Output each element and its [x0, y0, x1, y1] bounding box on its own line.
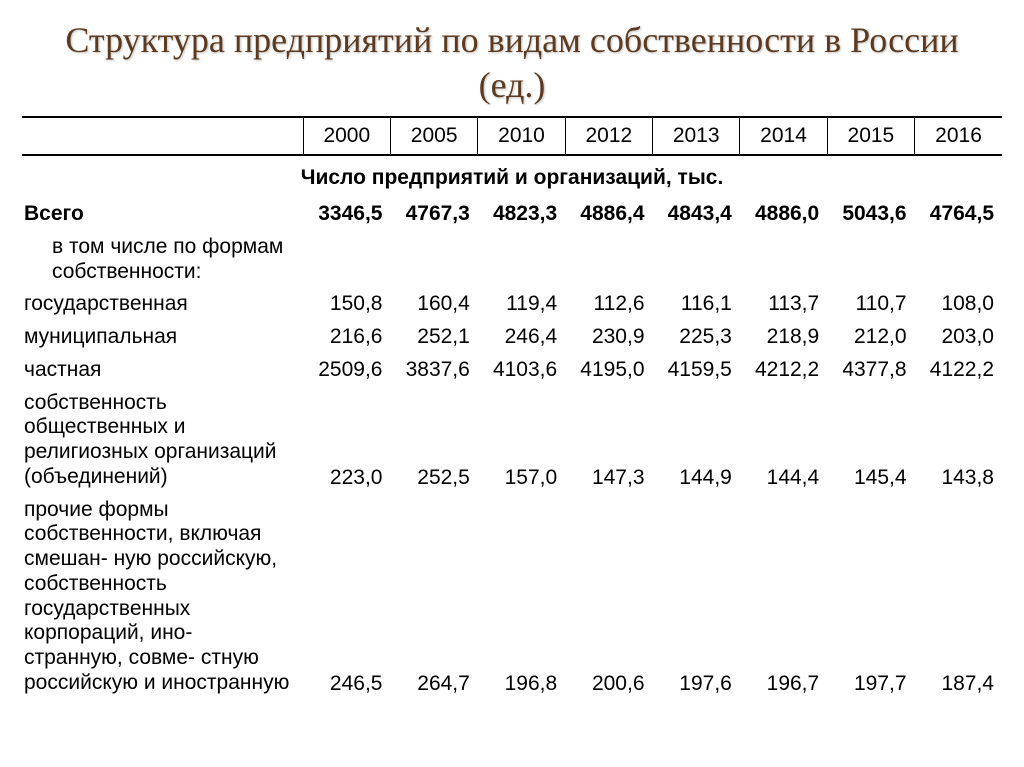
cell: 4823,3 — [478, 198, 565, 231]
cell: 4886,0 — [740, 198, 827, 231]
table-row: Всего 3346,5 4767,3 4823,3 4886,4 4843,4… — [22, 198, 1002, 231]
table-row: собственность общественных и религиозных… — [22, 387, 1002, 494]
cell: 4886,4 — [565, 198, 652, 231]
year-header: 2013 — [653, 117, 740, 155]
row-label: муниципальная — [22, 321, 303, 354]
header-blank — [22, 117, 303, 155]
cell: 246,4 — [478, 321, 565, 354]
cell: 216,6 — [303, 321, 390, 354]
cell: 119,4 — [478, 288, 565, 321]
year-header-row: 2000 2005 2010 2012 2013 2014 2015 2016 — [22, 117, 1002, 155]
cell: 160,4 — [390, 288, 477, 321]
table-row: частная 2509,6 3837,6 4103,6 4195,0 4159… — [22, 354, 1002, 387]
cell: 264,7 — [390, 494, 477, 700]
cell: 225,3 — [653, 321, 740, 354]
cell: 4767,3 — [390, 198, 477, 231]
cell: 230,9 — [565, 321, 652, 354]
cell: 144,4 — [740, 387, 827, 494]
cell: 147,3 — [565, 387, 652, 494]
table-container: 2000 2005 2010 2012 2013 2014 2015 2016 … — [0, 116, 1024, 700]
empty-cell — [303, 231, 1002, 289]
cell: 5043,6 — [827, 198, 914, 231]
cell: 212,0 — [827, 321, 914, 354]
cell: 113,7 — [740, 288, 827, 321]
cell: 197,6 — [653, 494, 740, 700]
cell: 112,6 — [565, 288, 652, 321]
year-header: 2014 — [740, 117, 827, 155]
cell: 3346,5 — [303, 198, 390, 231]
ownership-table: 2000 2005 2010 2012 2013 2014 2015 2016 … — [22, 116, 1002, 700]
cell: 145,4 — [827, 387, 914, 494]
section-header-row: Число предприятий и организаций, тыс. — [22, 155, 1002, 198]
cell: 252,5 — [390, 387, 477, 494]
cell: 3837,6 — [390, 354, 477, 387]
cell: 218,9 — [740, 321, 827, 354]
year-header: 2005 — [390, 117, 477, 155]
cell: 4159,5 — [653, 354, 740, 387]
table-row: прочие формы собственности, включая смеш… — [22, 494, 1002, 700]
cell: 200,6 — [565, 494, 652, 700]
cell: 4122,2 — [915, 354, 1002, 387]
row-label: собственность общественных и религиозных… — [22, 387, 303, 494]
row-sublabel: в том числе по формам собственности: — [22, 231, 303, 289]
row-label: государственная — [22, 288, 303, 321]
cell: 203,0 — [915, 321, 1002, 354]
cell: 197,7 — [827, 494, 914, 700]
cell: 4212,2 — [740, 354, 827, 387]
row-sublabel-text: в том числе по формам собственности: — [24, 235, 293, 285]
cell: 246,5 — [303, 494, 390, 700]
cell: 4103,6 — [478, 354, 565, 387]
slide: { "title": "Структура предприятий по вид… — [0, 0, 1024, 767]
slide-title: Структура предприятий по видам собственн… — [0, 0, 1024, 116]
cell: 4764,5 — [915, 198, 1002, 231]
cell: 143,8 — [915, 387, 1002, 494]
year-header: 2016 — [915, 117, 1002, 155]
year-header: 2015 — [827, 117, 914, 155]
cell: 110,7 — [827, 288, 914, 321]
cell: 4843,4 — [653, 198, 740, 231]
row-label: частная — [22, 354, 303, 387]
year-header: 2012 — [565, 117, 652, 155]
cell: 2509,6 — [303, 354, 390, 387]
cell: 157,0 — [478, 387, 565, 494]
table-row-sublabel: в том числе по формам собственности: — [22, 231, 1002, 289]
cell: 4377,8 — [827, 354, 914, 387]
cell: 196,8 — [478, 494, 565, 700]
table-row: муниципальная 216,6 252,1 246,4 230,9 22… — [22, 321, 1002, 354]
cell: 108,0 — [915, 288, 1002, 321]
cell: 150,8 — [303, 288, 390, 321]
year-header: 2000 — [303, 117, 390, 155]
section-header: Число предприятий и организаций, тыс. — [22, 155, 1002, 198]
cell: 223,0 — [303, 387, 390, 494]
row-label-text: Всего — [24, 202, 84, 225]
cell: 116,1 — [653, 288, 740, 321]
table-row: государственная 150,8 160,4 119,4 112,6 … — [22, 288, 1002, 321]
cell: 187,4 — [915, 494, 1002, 700]
row-label: Всего — [22, 198, 303, 231]
cell: 196,7 — [740, 494, 827, 700]
cell: 252,1 — [390, 321, 477, 354]
cell: 144,9 — [653, 387, 740, 494]
year-header: 2010 — [478, 117, 565, 155]
row-label: прочие формы собственности, включая смеш… — [22, 494, 303, 700]
cell: 4195,0 — [565, 354, 652, 387]
